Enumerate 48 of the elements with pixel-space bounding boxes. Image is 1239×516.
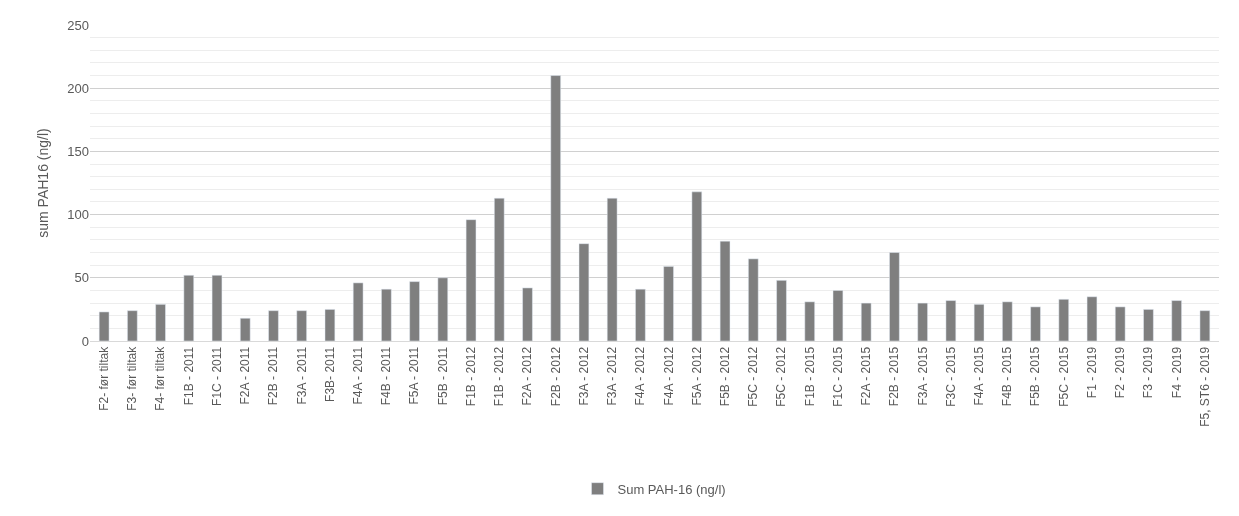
x-tick-label: F2A - 2011 xyxy=(238,346,253,405)
x-tick-label: F3B- 2011 xyxy=(322,346,337,402)
x-tick-label: F5C - 2012 xyxy=(746,346,761,407)
x-tick-label: F5B - 2012 xyxy=(717,346,732,407)
x-tick-label: F5B - 2015 xyxy=(1028,346,1043,407)
x-tick-label: F3C - 2015 xyxy=(943,346,958,407)
x-tick-label: F5B - 2011 xyxy=(435,346,450,406)
x-tick-label: F3- før tiltak xyxy=(125,345,140,411)
x-tick-label: F5C - 2012 xyxy=(774,346,789,407)
x-tick-label: F4B - 2011 xyxy=(379,346,394,406)
y-tick-label: 250 xyxy=(67,17,89,33)
x-tick-label: F2A - 2015 xyxy=(859,346,874,406)
x-tick-label: F3A - 2015 xyxy=(915,346,930,406)
x-tick-label: F4A - 2015 xyxy=(971,346,986,406)
y-tick-label: 150 xyxy=(67,143,89,159)
x-tick-label: F4A - 2012 xyxy=(661,346,676,406)
y-tick-label: 0 xyxy=(81,333,89,349)
x-tick-label: F1B - 2015 xyxy=(802,346,817,407)
x-tick-label: F4B - 2015 xyxy=(1000,346,1015,407)
x-tick-label: F2 - 2019 xyxy=(1113,346,1128,399)
x-tick-label: F4A - 2011 xyxy=(351,346,366,405)
x-tick-label: F4- før tiltak xyxy=(153,345,168,411)
x-tick-label: F5A - 2012 xyxy=(689,346,704,406)
y-tick-label: 200 xyxy=(67,80,89,96)
legend-label: Sum PAH-16 (ng/l) xyxy=(617,481,726,497)
x-tick-label: F5C - 2015 xyxy=(1056,346,1071,407)
x-tick-label: F5, ST6 - 2019 xyxy=(1197,346,1212,427)
x-tick-label: F3 - 2019 xyxy=(1141,346,1156,399)
x-tick-label: F2B - 2015 xyxy=(887,346,902,407)
x-tick-label: F1B - 2012 xyxy=(492,346,507,407)
x-tick-label: F3A - 2012 xyxy=(605,346,620,406)
x-tick-label: F1B - 2011 xyxy=(181,346,196,406)
x-tick-label: F3A - 2011 xyxy=(294,346,309,405)
x-tick-label: F1C - 2015 xyxy=(830,346,845,407)
x-tick-label: F1 - 2019 xyxy=(1084,346,1099,399)
x-tick-label: F1B - 2012 xyxy=(463,346,478,407)
x-tick-label: F5A - 2011 xyxy=(407,346,422,405)
x-tick-label: F4A - 2012 xyxy=(633,346,648,406)
x-tick-label: F2B - 2011 xyxy=(266,346,281,406)
x-tick-label: F2B - 2012 xyxy=(548,346,563,407)
x-tick-label: F1C - 2011 xyxy=(209,346,224,406)
y-tick-label: 100 xyxy=(67,207,89,223)
y-tick-label: 50 xyxy=(74,270,89,286)
x-tick-label: F2- før tiltak xyxy=(97,345,112,411)
x-tick-label: F2A - 2012 xyxy=(520,346,535,406)
x-tick-label: F3A - 2012 xyxy=(576,346,591,406)
y-axis-title: sum PAH16 (ng/l) xyxy=(34,128,51,238)
x-tick-label: F4 - 2019 xyxy=(1169,346,1184,399)
